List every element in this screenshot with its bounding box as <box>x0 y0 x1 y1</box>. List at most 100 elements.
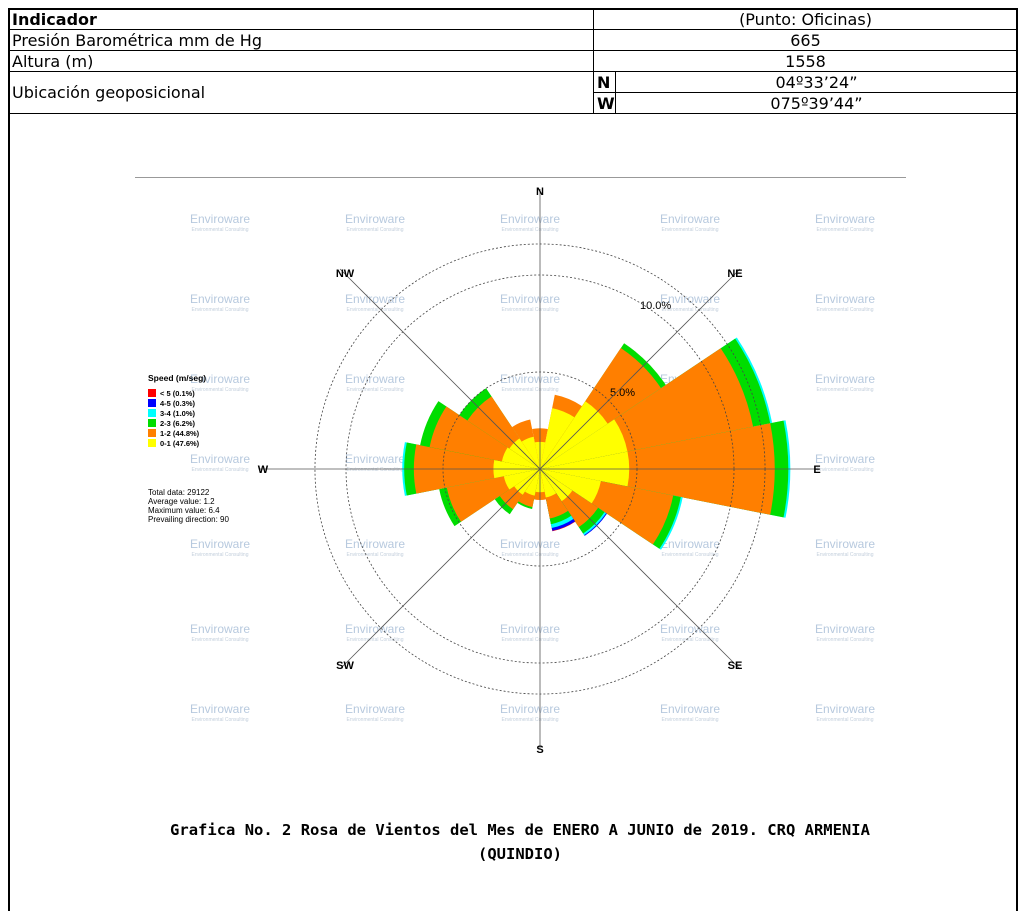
watermark-tagline: Environmental Consulting <box>817 717 874 723</box>
direction-label-e: E <box>813 464 820 476</box>
watermark-brand: Enviroware <box>345 537 405 551</box>
legend-swatch <box>148 429 156 437</box>
watermark-tagline: Environmental Consulting <box>502 307 559 313</box>
watermark-brand: Enviroware <box>345 212 405 226</box>
watermark-brand: Enviroware <box>500 372 560 386</box>
sector-202.5-bin-0 <box>524 469 540 496</box>
longitude-value: 075º39’44” <box>615 92 1018 114</box>
watermark-tagline: Environmental Consulting <box>662 307 719 313</box>
location-label: Ubicación geoposicional <box>8 71 594 114</box>
watermark-tagline: Environmental Consulting <box>817 387 874 393</box>
watermark-tagline: Environmental Consulting <box>347 717 404 723</box>
table-row: W 075º39’44” <box>9 92 1018 114</box>
pressure-label: Presión Barométrica mm de Hg <box>8 29 594 51</box>
watermark-brand: Enviroware <box>660 292 720 306</box>
watermark-tagline: Environmental Consulting <box>502 387 559 393</box>
latitude-value: 04º33’24” <box>615 71 1018 93</box>
longitude-direction: W <box>593 92 616 114</box>
caption-line-2: (QUINDIO) <box>478 845 562 863</box>
watermark-tagline: Environmental Consulting <box>192 717 249 723</box>
watermark-tagline: Environmental Consulting <box>817 637 874 643</box>
direction-label-s: S <box>536 744 543 753</box>
stat-line: Total data: 29122 <box>148 488 210 497</box>
legend-label: < 5 (0.1%) <box>160 389 195 398</box>
watermark-brand: Enviroware <box>190 537 250 551</box>
sector-22.5-bin-0 <box>540 408 575 469</box>
watermark-tagline: Environmental Consulting <box>192 552 249 558</box>
watermark-brand: Enviroware <box>660 702 720 716</box>
watermark-tagline: Environmental Consulting <box>662 227 719 233</box>
caption-line-1: Grafica No. 2 Rosa de Vientos del Mes de… <box>170 821 870 839</box>
legend-title: Speed (m/seg) <box>148 373 206 383</box>
watermark-brand: Enviroware <box>815 702 875 716</box>
watermark-tagline: Environmental Consulting <box>502 717 559 723</box>
watermark-tagline: Environmental Consulting <box>502 637 559 643</box>
watermark-tagline: Environmental Consulting <box>817 552 874 558</box>
watermark-tagline: Environmental Consulting <box>347 227 404 233</box>
sector-292.5-bin-0 <box>501 447 540 469</box>
watermark-brand: Enviroware <box>345 622 405 636</box>
watermark-brand: Enviroware <box>815 537 875 551</box>
watermark-brand: Enviroware <box>345 702 405 716</box>
indicator-header: Indicador <box>8 8 594 30</box>
watermark-tagline: Environmental Consulting <box>192 387 249 393</box>
watermark-brand: Enviroware <box>345 372 405 386</box>
ring-label-10: 10.0% <box>640 300 671 312</box>
stat-line: Average value: 1.2 <box>148 497 215 506</box>
legend-swatch <box>148 419 156 427</box>
sector-157.5-bin-0 <box>540 469 557 498</box>
watermark-tagline: Environmental Consulting <box>817 307 874 313</box>
watermark-brand: Enviroware <box>345 292 405 306</box>
wind-rose-chart: Enviroware Environmental Consulting Enviro… <box>135 177 906 753</box>
watermark-tagline: Environmental Consulting <box>817 227 874 233</box>
watermark-tagline: Environmental Consulting <box>192 467 249 473</box>
watermark-brand: Enviroware <box>190 622 250 636</box>
sector-247.5-bin-0 <box>503 469 540 490</box>
watermark-tagline: Environmental Consulting <box>347 387 404 393</box>
table-row: Presión Barométrica mm de Hg 665 <box>8 29 1018 51</box>
legend-label: 2-3 (6.2%) <box>160 419 196 428</box>
watermark-brand: Enviroware <box>660 212 720 226</box>
watermark-brand: Enviroware <box>500 537 560 551</box>
watermark-tagline: Environmental Consulting <box>192 307 249 313</box>
point-header: (Punto: Oficinas) <box>593 8 1018 30</box>
watermark-brand: Enviroware <box>500 292 560 306</box>
watermark-tagline: Environmental Consulting <box>347 467 404 473</box>
watermark-tagline: Environmental Consulting <box>662 637 719 643</box>
watermark-brand: Enviroware <box>815 212 875 226</box>
legend-label: 0-1 (47.6%) <box>160 439 200 448</box>
stat-line: Maximum value: 6.4 <box>148 506 220 515</box>
watermark-brand: Enviroware <box>815 372 875 386</box>
latitude-direction: N <box>593 71 616 93</box>
watermark-brand: Enviroware <box>190 702 250 716</box>
watermark-brand: Enviroware <box>815 622 875 636</box>
watermark-tagline: Environmental Consulting <box>502 552 559 558</box>
legend-label: 4-5 (0.3%) <box>160 399 196 408</box>
sector-337.5-bin-0 <box>521 436 540 469</box>
watermark-tagline: Environmental Consulting <box>192 227 249 233</box>
figure-caption: Grafica No. 2 Rosa de Vientos del Mes de… <box>40 818 1000 866</box>
legend-swatch <box>148 409 156 417</box>
watermark-tagline: Environmental Consulting <box>192 637 249 643</box>
table-row: Indicador (Punto: Oficinas) <box>8 8 1018 30</box>
legend-swatch <box>148 439 156 447</box>
watermark-tagline: Environmental Consulting <box>817 467 874 473</box>
watermark-brand: Enviroware <box>500 702 560 716</box>
direction-label-w: W <box>258 464 269 476</box>
legend-label: 3-4 (1.0%) <box>160 409 196 418</box>
watermark-tagline: Environmental Consulting <box>347 552 404 558</box>
indicator-table: Indicador (Punto: Oficinas) Presión Baro… <box>8 8 1018 114</box>
legend-label: 1-2 (44.8%) <box>160 429 200 438</box>
pressure-value: 665 <box>593 29 1018 51</box>
watermark-brand: Enviroware <box>500 212 560 226</box>
table-row: Altura (m) 1558 <box>8 50 1018 72</box>
direction-label-se: SE <box>728 660 743 672</box>
sector-67.5-bin-0 <box>540 419 628 469</box>
watermark-tagline: Environmental Consulting <box>502 227 559 233</box>
direction-label-sw: SW <box>336 660 354 672</box>
axis-ne-sw <box>339 268 741 670</box>
watermark-brand: Enviroware <box>190 292 250 306</box>
direction-label-nw: NW <box>336 268 355 280</box>
watermark-brand: Enviroware <box>815 292 875 306</box>
